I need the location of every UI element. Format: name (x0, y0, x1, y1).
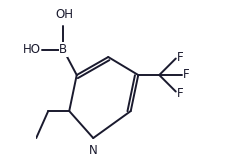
Text: HO: HO (23, 43, 41, 56)
Text: B: B (59, 43, 67, 56)
Text: F: F (177, 51, 183, 64)
Text: N: N (88, 144, 97, 157)
Text: F: F (183, 68, 189, 81)
Text: F: F (177, 87, 183, 100)
Text: OH: OH (55, 8, 74, 21)
